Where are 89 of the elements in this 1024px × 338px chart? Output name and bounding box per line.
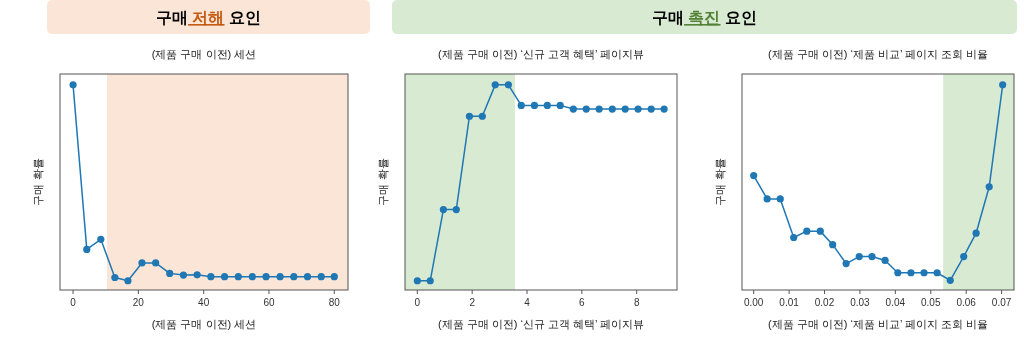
point bbox=[124, 277, 132, 285]
point bbox=[220, 273, 229, 281]
point bbox=[582, 105, 590, 113]
point bbox=[946, 276, 954, 284]
x-axis-title: (제품 구매 이전) ‘신규 고객 혜택’ 페이지뷰 bbox=[437, 318, 645, 330]
point bbox=[763, 195, 771, 203]
point bbox=[595, 105, 603, 113]
point bbox=[621, 105, 629, 113]
point bbox=[790, 233, 798, 242]
point bbox=[985, 183, 993, 191]
point bbox=[138, 259, 146, 267]
point bbox=[816, 227, 824, 235]
point bbox=[556, 101, 564, 109]
x-tick-label: 0.02 bbox=[814, 297, 835, 308]
x-tick-label: 8 bbox=[633, 297, 640, 308]
x-tick-label: 40 bbox=[198, 297, 210, 308]
x-tick-label: 4 bbox=[524, 297, 531, 308]
point bbox=[248, 273, 256, 281]
point bbox=[193, 271, 201, 279]
point bbox=[530, 101, 539, 109]
point bbox=[960, 252, 968, 261]
point bbox=[465, 112, 474, 120]
chart-title: (제품 구매 이전) ‘신규 고객 혜택’ 페이지뷰 bbox=[437, 48, 645, 60]
x-tick-label: 0.00 bbox=[743, 297, 764, 308]
point bbox=[972, 229, 980, 237]
x-tick-label: 20 bbox=[132, 297, 145, 308]
point bbox=[999, 81, 1007, 89]
point bbox=[868, 252, 876, 261]
x-tick-label: 0.05 bbox=[921, 297, 941, 308]
point bbox=[881, 256, 889, 265]
x-tick-label: 0.06 bbox=[956, 297, 977, 308]
point bbox=[647, 105, 655, 113]
point bbox=[504, 81, 512, 89]
point bbox=[262, 273, 270, 281]
point bbox=[111, 273, 119, 282]
point bbox=[491, 81, 499, 89]
point bbox=[69, 81, 77, 89]
point bbox=[608, 105, 616, 113]
point bbox=[439, 205, 447, 214]
point bbox=[660, 105, 668, 113]
point bbox=[179, 271, 188, 279]
y-axis-title: 구매 확률 bbox=[32, 158, 44, 206]
x-tick-label: 0.01 bbox=[779, 297, 800, 308]
point bbox=[207, 273, 215, 281]
x-tick-label: 0.03 bbox=[850, 297, 871, 308]
point bbox=[517, 101, 525, 109]
x-tick-label: 0 bbox=[414, 297, 421, 308]
point bbox=[803, 227, 811, 235]
point bbox=[290, 273, 298, 281]
x-tick-label: 60 bbox=[263, 297, 275, 308]
point bbox=[933, 269, 941, 277]
point bbox=[152, 259, 160, 267]
point bbox=[478, 112, 486, 120]
point bbox=[413, 277, 421, 285]
x-tick-label: 0 bbox=[70, 297, 77, 308]
point bbox=[907, 269, 915, 277]
y-axis-title: 구매 확률 bbox=[714, 158, 726, 206]
text: 구매 저해 요인 bbox=[156, 9, 261, 26]
point bbox=[829, 241, 837, 249]
chart-title: (제품 구매 이전) 세션 bbox=[151, 48, 257, 60]
x-axis-title: (제품 구매 이전) ‘제품 비교’ 페이지 조회 비율 bbox=[767, 318, 989, 330]
point bbox=[330, 273, 338, 281]
point bbox=[750, 171, 758, 180]
point bbox=[166, 269, 174, 277]
point bbox=[569, 105, 577, 113]
x-tick-label: 80 bbox=[328, 297, 341, 308]
point bbox=[920, 269, 928, 277]
point bbox=[83, 245, 91, 253]
point bbox=[543, 101, 551, 109]
point bbox=[426, 277, 434, 285]
point bbox=[276, 273, 284, 281]
point bbox=[842, 259, 850, 268]
point bbox=[894, 269, 902, 277]
x-axis-title: (제품 구매 이전) 세션 bbox=[151, 318, 257, 330]
point bbox=[452, 205, 460, 214]
point bbox=[234, 273, 242, 281]
x-tick-label: 6 bbox=[579, 297, 586, 308]
point bbox=[303, 273, 312, 281]
x-tick-label: 0.04 bbox=[885, 297, 906, 308]
point bbox=[634, 105, 642, 113]
point bbox=[317, 273, 325, 281]
point bbox=[776, 195, 784, 203]
x-tick-label: 0.07 bbox=[991, 297, 1012, 308]
point bbox=[97, 235, 105, 243]
point bbox=[855, 252, 863, 261]
chart-title: (제품 구매 이전) ‘제품 비교’ 페이지 조회 비율 bbox=[767, 48, 989, 60]
x-tick-label: 2 bbox=[469, 297, 476, 308]
text: 구매 촉진 요인 bbox=[652, 9, 757, 26]
y-axis-title: 구매 확률 bbox=[377, 158, 389, 206]
